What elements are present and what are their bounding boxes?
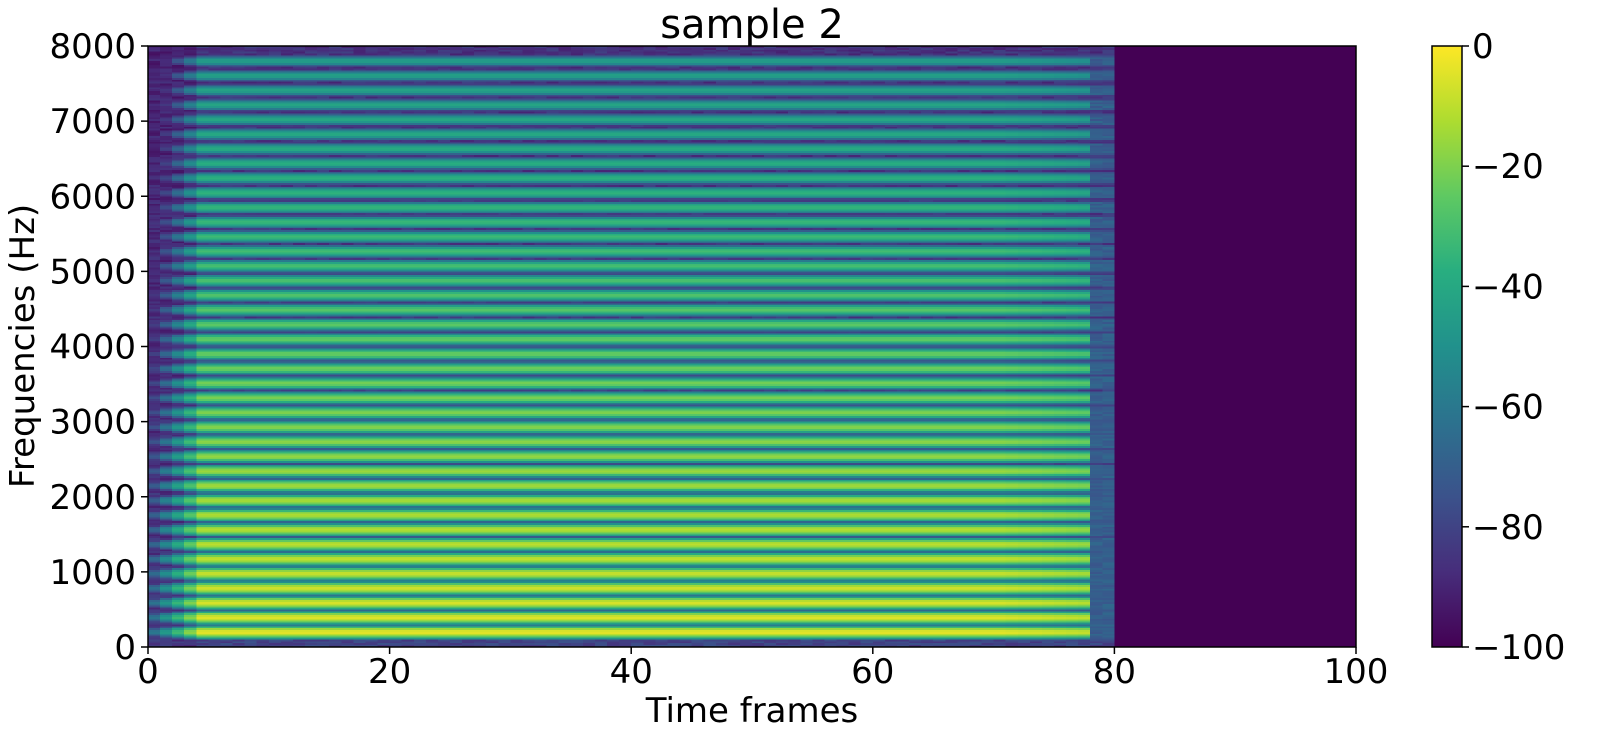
y-tick-label: 0: [114, 628, 136, 668]
y-tick-label: 1000: [49, 553, 136, 593]
y-tick-label: 7000: [49, 102, 136, 142]
colorbar-tick-label: −80: [1472, 508, 1544, 548]
chart-title: sample 2: [660, 2, 844, 48]
y-axis-title: Frequencies (Hz): [3, 204, 43, 488]
x-axis-title: Time frames: [645, 691, 859, 731]
y-tick-label: 3000: [49, 403, 136, 443]
x-tick-label: 60: [851, 652, 894, 692]
colorbar-tick-label: −100: [1472, 628, 1565, 668]
x-tick-label: 0: [137, 652, 159, 692]
spectrogram-image: [148, 46, 1356, 647]
y-tick-label: 6000: [49, 177, 136, 217]
colorbar-tick-label: −20: [1472, 147, 1544, 187]
colorbar-tick-label: −60: [1472, 388, 1544, 428]
y-tick-label: 4000: [49, 328, 136, 368]
y-tick-label: 5000: [49, 252, 136, 292]
colorbar-axis: 0 −20 −40 −60 −80 −100: [1462, 27, 1565, 668]
colorbar-tick-label: −40: [1472, 267, 1544, 307]
y-axis: 0 1000 2000 3000 4000 5000 6000 7000 8000: [49, 27, 148, 668]
x-tick-label: 80: [1093, 652, 1136, 692]
x-tick-label: 100: [1324, 652, 1389, 692]
x-tick-label: 40: [610, 652, 653, 692]
colorbar-tick-label: 0: [1472, 27, 1494, 67]
x-axis: 0 20 40 60 80 100: [137, 647, 1388, 692]
x-tick-label: 20: [368, 652, 411, 692]
y-tick-label: 8000: [49, 27, 136, 67]
y-tick-label: 2000: [49, 478, 136, 518]
colorbar-bar: [1431, 45, 1463, 648]
plot-area: [148, 46, 1356, 647]
